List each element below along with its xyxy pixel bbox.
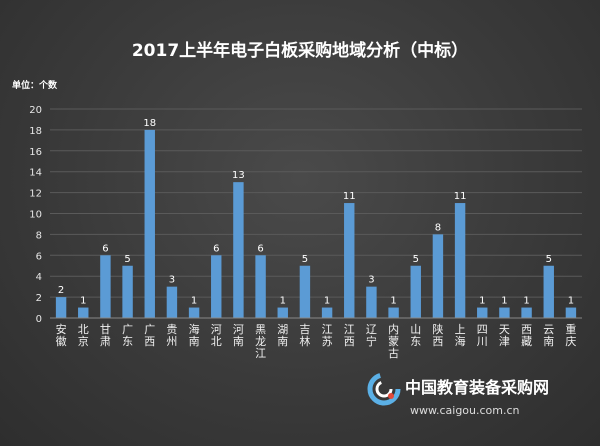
y-tick-label: 20	[29, 105, 42, 116]
bar	[188, 307, 200, 318]
y-tick-label: 6	[36, 251, 42, 262]
category-label: 辽宁	[366, 323, 377, 348]
watermark-name: 中国教育装备采购网	[405, 378, 549, 397]
category-label: 广东	[122, 323, 133, 348]
bar	[233, 182, 244, 318]
bar	[432, 234, 444, 318]
data-label: 6	[102, 243, 108, 254]
category-label: 安徽	[56, 322, 67, 348]
x-axis-categories: 安徽北京甘肃广东广西贵州海南河北河南黑龙江湖南吉林江苏江西辽宁内蒙古山东陕西上海…	[56, 322, 577, 360]
data-label: 5	[546, 254, 552, 265]
category-label: 海南	[189, 322, 200, 348]
category-label: 江苏	[322, 323, 333, 348]
data-label: 1	[280, 296, 286, 307]
data-label: 5	[124, 254, 130, 265]
category-label: 重庆	[565, 322, 576, 348]
bar	[410, 265, 421, 318]
bar	[366, 286, 377, 318]
data-label: 1	[324, 296, 330, 307]
data-label: 6	[257, 243, 263, 254]
bar	[144, 129, 155, 318]
y-tick-label: 16	[29, 147, 42, 158]
bar	[255, 255, 266, 318]
category-label: 山东	[410, 323, 421, 348]
bar	[299, 265, 311, 318]
data-label: 13	[232, 170, 245, 181]
bar	[344, 203, 355, 318]
bar	[521, 307, 532, 318]
data-label: 6	[213, 243, 219, 254]
bar	[211, 255, 222, 318]
data-label: 1	[80, 296, 86, 307]
category-label: 湖南	[277, 323, 288, 348]
y-tick-label: 4	[36, 272, 42, 283]
bar	[388, 307, 399, 318]
data-label: 11	[343, 191, 356, 202]
y-tick-label: 18	[29, 126, 42, 137]
data-label: 8	[435, 222, 441, 233]
bar	[166, 286, 178, 318]
category-label: 天津	[499, 323, 510, 348]
data-label: 18	[143, 118, 156, 129]
y-tick-label: 2	[36, 293, 42, 304]
bar	[100, 255, 111, 318]
y-tick-label: 14	[29, 168, 42, 179]
category-label: 西藏	[521, 323, 532, 348]
caigou-logo-icon	[367, 372, 401, 406]
category-label: 内蒙古	[388, 322, 399, 360]
data-label: 11	[454, 191, 467, 202]
watermark: 中国教育装备采购网 www.caigou.com.cn	[367, 372, 549, 417]
data-label: 3	[368, 275, 374, 286]
data-label: 1	[523, 296, 529, 307]
bar	[543, 265, 554, 318]
category-label: 黑龙江	[255, 323, 266, 360]
data-label: 1	[479, 296, 485, 307]
gridlines	[50, 108, 582, 298]
category-label: 甘肃	[100, 323, 111, 348]
category-label: 江西	[344, 323, 355, 348]
bar	[454, 203, 466, 318]
data-label: 1	[568, 296, 574, 307]
data-label: 1	[191, 296, 197, 307]
bar	[565, 307, 577, 318]
data-label: 3	[169, 275, 175, 286]
category-label: 广西	[144, 323, 155, 348]
bar	[477, 307, 488, 318]
category-label: 北京	[78, 323, 89, 348]
y-tick-label: 12	[29, 189, 42, 200]
category-label: 吉林	[299, 323, 310, 348]
category-label: 上海	[455, 323, 466, 348]
category-label: 陕西	[432, 322, 443, 348]
bars	[55, 129, 577, 318]
watermark-url: www.caigou.com.cn	[410, 404, 520, 417]
y-axis-ticks: 0 2 4 6 8 10 12 14 16 18 20	[29, 105, 42, 325]
y-tick-label: 0	[36, 314, 42, 325]
y-tick-label: 10	[29, 210, 42, 221]
data-label: 5	[413, 254, 419, 265]
category-label: 贵州	[166, 323, 177, 348]
data-label: 1	[390, 296, 396, 307]
unit-label: 单位：个数	[12, 79, 58, 91]
data-label: 5	[302, 254, 308, 265]
bar	[78, 307, 89, 318]
bar	[277, 307, 288, 318]
category-label: 河北	[211, 323, 222, 348]
category-label: 四川	[477, 323, 488, 348]
data-label: 1	[501, 296, 507, 307]
category-label: 云南	[543, 323, 554, 348]
y-tick-label: 8	[36, 230, 42, 241]
bar	[499, 307, 510, 318]
category-label: 河南	[233, 323, 244, 348]
bar	[122, 265, 133, 318]
bar	[55, 297, 67, 318]
data-label: 2	[58, 285, 64, 296]
chart-title: 2017上半年电子白板采购地域分析（中标）	[132, 40, 468, 61]
bar	[321, 307, 333, 318]
